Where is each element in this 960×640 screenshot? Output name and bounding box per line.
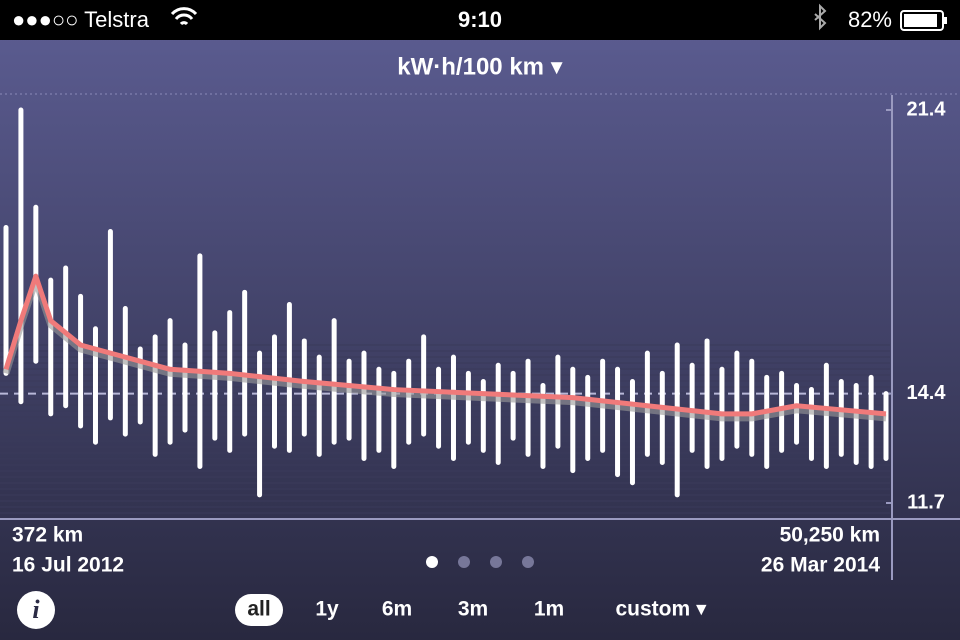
wifi-icon <box>170 7 198 26</box>
clock: 9:10 <box>458 7 502 32</box>
start-distance: 372 km <box>12 524 83 547</box>
range-selected-bg <box>235 594 283 626</box>
bluetooth-icon <box>814 3 827 31</box>
info-glyph: i <box>32 595 40 624</box>
page-dot[interactable] <box>458 556 470 568</box>
range-button[interactable]: 1y <box>315 598 339 621</box>
battery-tip <box>944 17 947 24</box>
y-tick-label: 14.4 <box>907 382 947 404</box>
range-button[interactable]: all <box>247 598 270 621</box>
page-dot[interactable] <box>522 556 534 568</box>
battery-percent: 82% <box>848 7 892 32</box>
page-dot[interactable] <box>426 556 438 568</box>
unit-selector[interactable]: kW·h/100 km ▾ <box>397 53 562 80</box>
range-toolbar: all 1y 6m 3m 1m custom ▾ <box>235 594 707 626</box>
range-button[interactable]: 1m <box>534 598 564 621</box>
status-bar <box>0 0 960 40</box>
range-button[interactable]: 3m <box>458 598 488 621</box>
info-button[interactable] <box>17 591 55 629</box>
end-distance: 50,250 km <box>780 524 880 547</box>
range-button[interactable]: 6m <box>382 598 412 621</box>
page-dot[interactable] <box>490 556 502 568</box>
range-button[interactable]: custom ▾ <box>615 598 707 621</box>
plot: 11.7 14.4 21.4 <box>0 98 947 514</box>
carrier: ●●●○○ Telstra <box>12 7 150 32</box>
y-tick-label: 11.7 <box>907 491 945 513</box>
end-date: 26 Mar 2014 <box>761 554 880 577</box>
average-line <box>3 273 887 417</box>
battery-level <box>904 14 937 27</box>
y-tick-label: 21.4 <box>907 98 947 120</box>
start-date: 16 Jul 2012 <box>12 554 124 577</box>
battery-icon <box>900 10 944 31</box>
